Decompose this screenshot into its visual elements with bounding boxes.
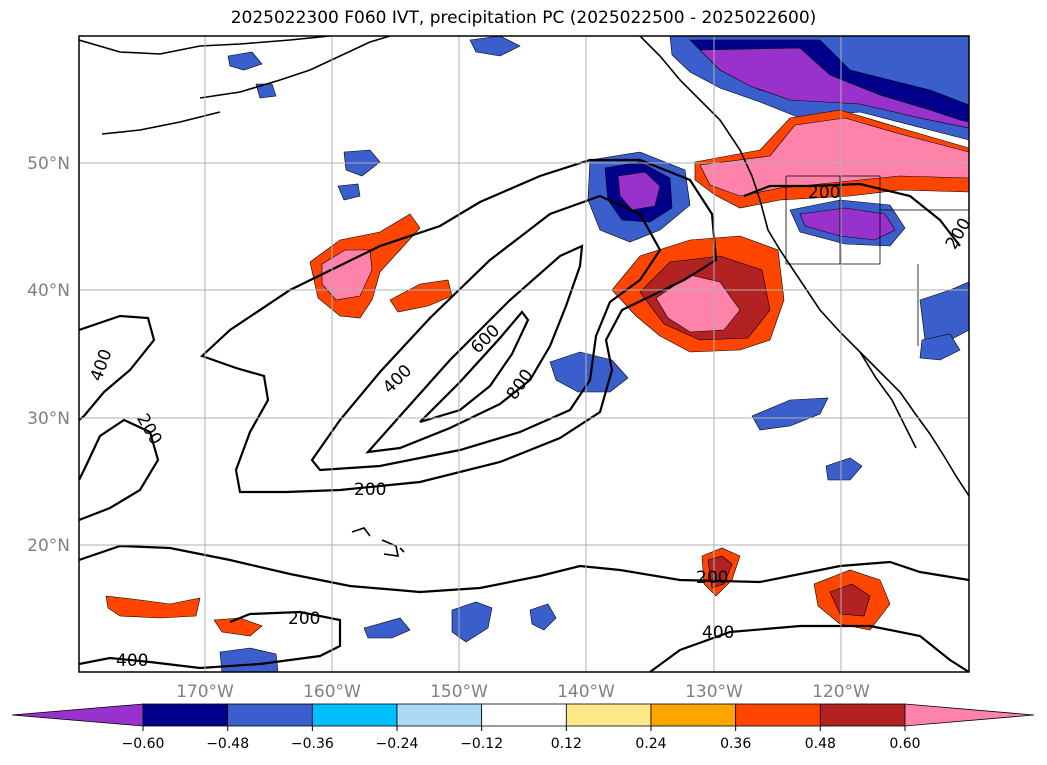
- colorbar-extend-high: [904, 703, 1035, 727]
- plot-frame: [78, 35, 970, 673]
- colorbar-segment: [819, 703, 906, 727]
- colorbar-tick-label: 0.36: [720, 736, 751, 752]
- precip-pos-s1: [213, 617, 263, 637]
- precip-neg-n2: [227, 51, 263, 71]
- colorbar-tick-label: −0.24: [376, 736, 419, 752]
- colorbar-tick-label: −0.12: [460, 736, 503, 752]
- contour-label: 200: [354, 480, 386, 500]
- ivt-contour-800: [419, 310, 530, 424]
- contour-label: 400: [702, 623, 734, 643]
- colorbar-segment: [481, 703, 567, 727]
- precip-neg-offshore-max: [617, 171, 661, 211]
- contour-label: 200: [696, 568, 728, 588]
- precip-neg-coast2: [919, 333, 961, 361]
- lat-label: 50°N: [27, 154, 70, 174]
- precip-neg-south: [751, 397, 829, 431]
- contour-label: 200: [808, 183, 840, 203]
- precip-pos-offshore-core: [655, 274, 741, 333]
- colorbar-segment: [142, 703, 229, 727]
- precip-neg-n4: [337, 183, 361, 201]
- precip-neg-interior-core: [799, 207, 896, 241]
- colorbar-segment: [396, 703, 483, 727]
- contour-label: 200: [132, 410, 166, 448]
- lon-label: 150°W: [430, 682, 488, 702]
- lat-label: 20°N: [27, 536, 70, 556]
- coast-baja: [859, 351, 917, 449]
- colorbar-extend-low: [11, 703, 144, 727]
- ivt-contour-west-400: [79, 314, 156, 421]
- map-title: 2025022300 F060 IVT, precipitation PC (2…: [230, 8, 817, 28]
- colorbar-segment: [311, 703, 398, 727]
- coast-islands: [351, 527, 405, 557]
- colorbar-segment: [735, 703, 821, 727]
- precip-pos-west-core: [321, 249, 373, 301]
- colorbar-segment: [650, 703, 737, 727]
- gridlines: [79, 36, 969, 672]
- lon-label: 160°W: [303, 682, 361, 702]
- precip-neg-s1: [219, 647, 279, 672]
- precip-neg-s2: [451, 601, 493, 643]
- lat-axis: 50°N 40°N 30°N 20°N: [27, 154, 70, 556]
- lon-label: 130°W: [685, 682, 743, 702]
- precip-neg-n3: [469, 36, 521, 57]
- ivt-contours: [79, 158, 969, 672]
- precip-neg-mid: [549, 351, 629, 393]
- contour-label: 400: [116, 651, 148, 671]
- ivt-contour-south-200: [79, 544, 969, 594]
- ivt-contour-600: [365, 244, 584, 454]
- contour-label: 400: [87, 347, 117, 384]
- precip-pos-band-core: [699, 117, 969, 197]
- contour-label: 200: [942, 215, 976, 253]
- coastlines: [79, 36, 969, 557]
- lon-label: 120°W: [812, 682, 870, 702]
- colorbar-tick-label: 0.24: [635, 736, 666, 752]
- ivt-contour-400-main: [310, 194, 662, 472]
- precip-neg-coast: [919, 281, 969, 341]
- ivt-contour-south-400: [79, 610, 342, 670]
- precip-neg-s3: [529, 603, 557, 631]
- precip-neg-ne-max: [699, 47, 969, 129]
- colorbar-segment: [565, 703, 652, 727]
- contour-label: 200: [288, 609, 320, 629]
- precip-shading: [105, 36, 969, 672]
- precip-neg-south2: [825, 457, 863, 481]
- lat-label: 40°N: [27, 281, 70, 301]
- coast-alaska: [79, 36, 391, 135]
- ivt-contour-200-main: [199, 158, 718, 494]
- colorbar-tick-label: 0.60: [889, 736, 920, 752]
- ivt-contour-west-200: [79, 418, 160, 522]
- colorbar-tick-label: −0.60: [122, 736, 165, 752]
- colorbar: −0.60 −0.48 −0.36 −0.24 −0.12 0.12 0.24 0.36 0.4…: [11, 703, 1035, 752]
- colorbar-tick-label: −0.48: [206, 736, 249, 752]
- colorbar-tick-label: 0.12: [551, 736, 582, 752]
- lon-axis: 170°W 160°W 150°W 140°W 130°W 120°W: [176, 682, 870, 702]
- contour-label: 600: [467, 321, 504, 358]
- state-borders: [785, 175, 969, 346]
- precip-neg-s4: [363, 617, 411, 639]
- lon-label: 140°W: [557, 682, 615, 702]
- lon-label: 170°W: [176, 682, 234, 702]
- colorbar-tick-label: 0.48: [805, 736, 836, 752]
- colorbar-tick-label: −0.36: [291, 736, 334, 752]
- coast-north-america: [639, 36, 969, 497]
- colorbar-segment: [227, 703, 313, 727]
- lat-label: 30°N: [27, 409, 70, 429]
- precip-pos-sw: [105, 595, 201, 619]
- precip-pos-se-core: [829, 583, 871, 617]
- ivt-contour-ne-200: [743, 182, 961, 247]
- ivt-contour-se-400: [649, 624, 969, 672]
